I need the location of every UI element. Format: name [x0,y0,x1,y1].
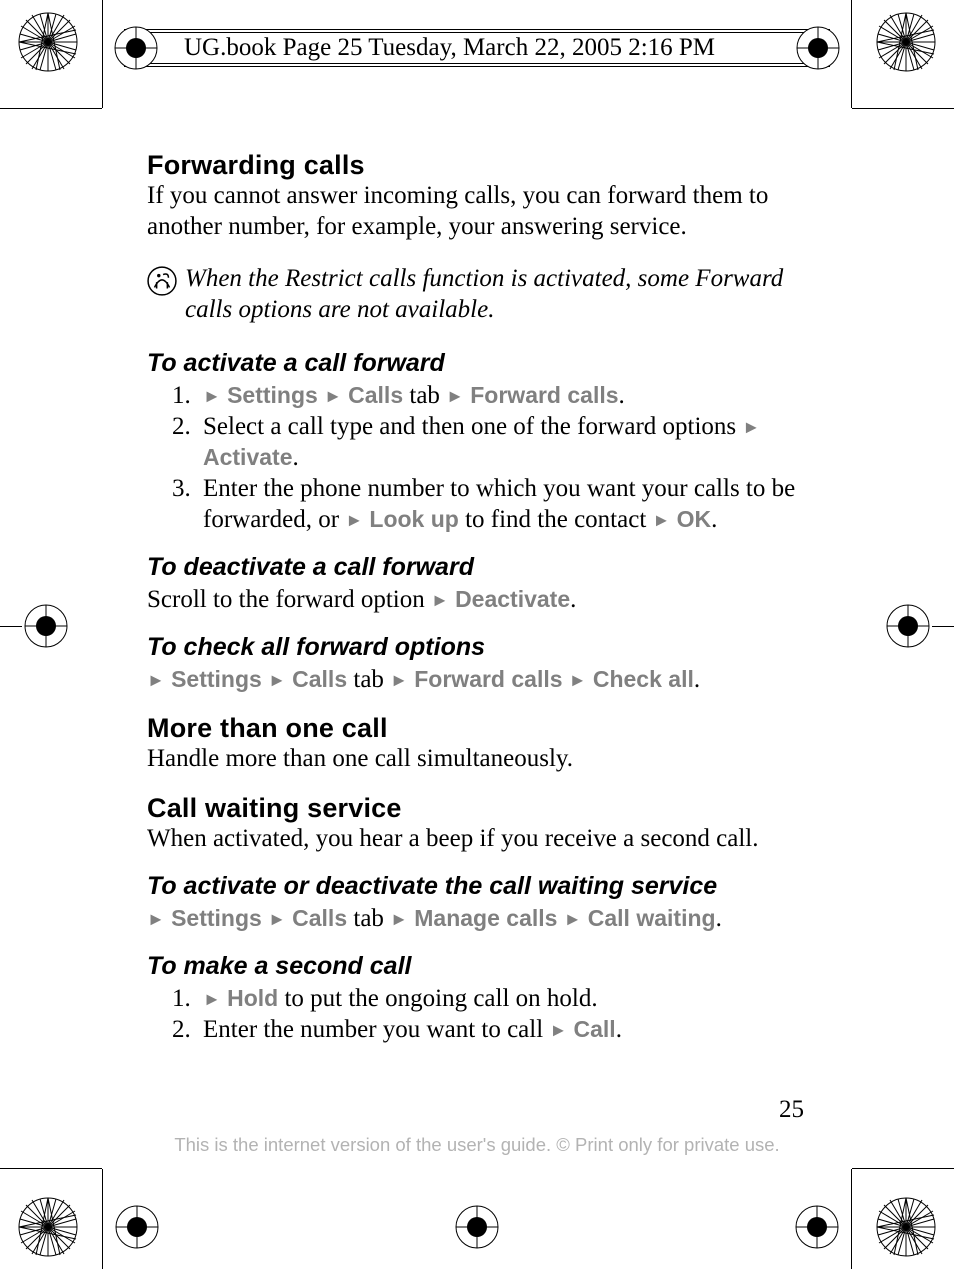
arrow-icon: ► [549,1020,567,1040]
list-item: Enter the number you want to call ► Call… [197,1014,809,1045]
menu-path: Manage calls [414,905,557,931]
menu-path: Settings [227,382,318,408]
registration-mark-icon [876,12,936,72]
crop-mark-icon [886,604,930,648]
plain: to put the ongoing call on hold. [278,985,597,1012]
body-text: Handle more than one call simultaneously… [147,744,809,775]
arrow-icon: ► [653,510,671,530]
list-item: ► Settings ► Calls tab ► Forward calls. [197,380,809,411]
crop-mark-icon [115,1205,159,1249]
crop-line [852,1168,954,1169]
menu-path: Hold [227,985,278,1011]
section-heading: More than one call [147,713,809,744]
menu-path: Calls [292,666,347,692]
crop-line [932,626,954,627]
plain: tab [347,666,390,693]
registration-mark-icon [876,1197,936,1257]
arrow-icon: ► [147,670,165,690]
crop-mark-icon [24,604,68,648]
list-item: Select a call type and then one of the f… [197,411,809,473]
crop-line [852,108,954,109]
arrow-icon: ► [268,670,286,690]
menu-path: Call waiting [588,905,716,931]
sub-heading: To activate a call forward [147,349,809,378]
body-text: When activated, you hear a beep if you r… [147,824,809,855]
note-icon [147,266,177,301]
menu-path: Calls [348,382,403,408]
registration-mark-icon [18,12,78,72]
sub-heading: To deactivate a call forward [147,553,809,582]
list-item: ► Hold to put the ongoing call on hold. [197,983,809,1014]
arrow-icon: ► [390,670,408,690]
plain: . [716,905,722,932]
plain: . [570,586,576,613]
registration-mark-icon [18,1197,78,1257]
menu-path: Activate [203,444,292,470]
footer-text: This is the internet version of the user… [0,1134,954,1156]
crop-line [0,1168,102,1169]
body-text: If you cannot answer incoming calls, you… [147,181,809,242]
crop-line [851,0,852,108]
sub-heading: To check all forward options [147,633,809,662]
arrow-icon: ► [569,670,587,690]
menu-path: Calls [292,905,347,931]
header-mark-icon [796,26,840,70]
plain: . [619,382,625,409]
arrow-icon: ► [446,386,464,406]
page-content: Forwarding calls If you cannot answer in… [147,150,809,1045]
menu-path: Forward calls [414,666,562,692]
plain: . [711,506,717,533]
arrow-icon: ► [390,909,408,929]
menu-path: Call [574,1016,616,1042]
plain: to find the contact [459,506,653,533]
plain: tab [347,905,390,932]
sub-heading: To make a second call [147,952,809,981]
list-item: Enter the phone number to which you want… [197,473,809,535]
plain: . [616,1016,622,1043]
plain: Scroll to the forward option [147,586,431,613]
menu-path: Settings [171,666,262,692]
plain: Select a call type and then one of the f… [203,413,742,440]
menu-path: Settings [171,905,262,931]
crop-mark-icon [455,1205,499,1249]
sub-heading: To activate or deactivate the call waiti… [147,872,809,901]
note-text: When the Restrict calls function is acti… [185,264,809,325]
body-text: ► Settings ► Calls tab ► Forward calls ►… [147,664,809,695]
section-heading: Forwarding calls [147,150,809,181]
arrow-icon: ► [268,909,286,929]
crop-line [102,1169,103,1269]
note-block: When the Restrict calls function is acti… [147,264,809,325]
crop-line [0,108,102,109]
header-mark-icon [114,26,158,70]
crop-line [851,1169,852,1269]
arrow-icon: ► [345,510,363,530]
plain: tab [403,382,446,409]
section-heading: Call waiting service [147,793,809,824]
arrow-icon: ► [564,909,582,929]
page-number: 25 [779,1096,804,1124]
plain: Enter the number you want to call [203,1016,549,1043]
body-text: Scroll to the forward option ► Deactivat… [147,584,809,615]
crop-line [102,0,103,108]
arrow-icon: ► [431,590,449,610]
menu-path: Look up [369,506,458,532]
body-text: ► Settings ► Calls tab ► Manage calls ► … [147,903,809,934]
arrow-icon: ► [203,989,221,1009]
crop-line [0,626,22,627]
plain: . [292,444,298,471]
crop-mark-icon [795,1205,839,1249]
menu-path: Check all [593,666,694,692]
arrow-icon: ► [203,386,221,406]
menu-path: OK [677,506,712,532]
page-header: UG.book Page 25 Tuesday, March 22, 2005 … [124,20,830,76]
header-text: UG.book Page 25 Tuesday, March 22, 2005 … [184,34,715,62]
plain: . [694,666,700,693]
menu-path: Deactivate [455,586,570,612]
step-list: ► Hold to put the ongoing call on hold. … [147,983,809,1045]
arrow-icon: ► [147,909,165,929]
arrow-icon: ► [742,417,760,437]
step-list: ► Settings ► Calls tab ► Forward calls. … [147,380,809,535]
arrow-icon: ► [324,386,342,406]
menu-path: Forward calls [470,382,618,408]
